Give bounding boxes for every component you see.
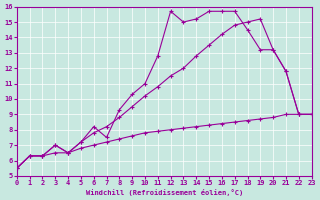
X-axis label: Windchill (Refroidissement éolien,°C): Windchill (Refroidissement éolien,°C) — [85, 189, 243, 196]
